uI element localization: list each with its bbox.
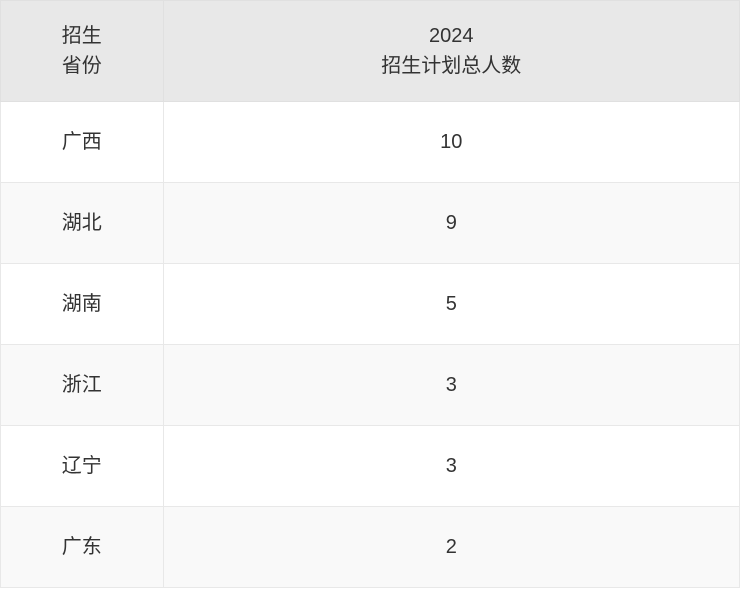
cell-count: 5	[163, 264, 739, 345]
table-row: 湖南 5	[1, 264, 740, 345]
cell-count: 3	[163, 426, 739, 507]
header-line: 招生	[62, 25, 102, 47]
table-row: 广西 10	[1, 102, 740, 183]
header-line: 招生计划总人数	[381, 55, 521, 77]
enrollment-table: 招生 省份 2024 招生计划总人数 广西 10 湖北 9 湖南 5 浙江 3 …	[0, 0, 740, 588]
table-row: 湖北 9	[1, 183, 740, 264]
cell-province: 广西	[1, 102, 164, 183]
cell-count: 2	[163, 507, 739, 588]
table-row: 浙江 3	[1, 345, 740, 426]
table-header-row: 招生 省份 2024 招生计划总人数	[1, 1, 740, 102]
column-header-count: 2024 招生计划总人数	[163, 1, 739, 102]
cell-province: 湖北	[1, 183, 164, 264]
header-line: 2024	[429, 25, 474, 47]
cell-province: 湖南	[1, 264, 164, 345]
cell-count: 10	[163, 102, 739, 183]
cell-province: 广东	[1, 507, 164, 588]
column-header-province: 招生 省份	[1, 1, 164, 102]
cell-province: 浙江	[1, 345, 164, 426]
cell-count: 9	[163, 183, 739, 264]
header-line: 省份	[62, 55, 102, 77]
cell-count: 3	[163, 345, 739, 426]
table-row: 辽宁 3	[1, 426, 740, 507]
table-row: 广东 2	[1, 507, 740, 588]
cell-province: 辽宁	[1, 426, 164, 507]
